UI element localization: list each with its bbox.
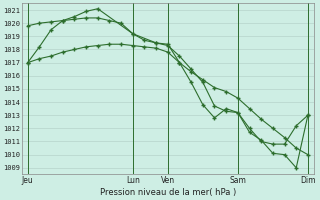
X-axis label: Pression niveau de la mer( hPa ): Pression niveau de la mer( hPa ) bbox=[100, 188, 236, 197]
